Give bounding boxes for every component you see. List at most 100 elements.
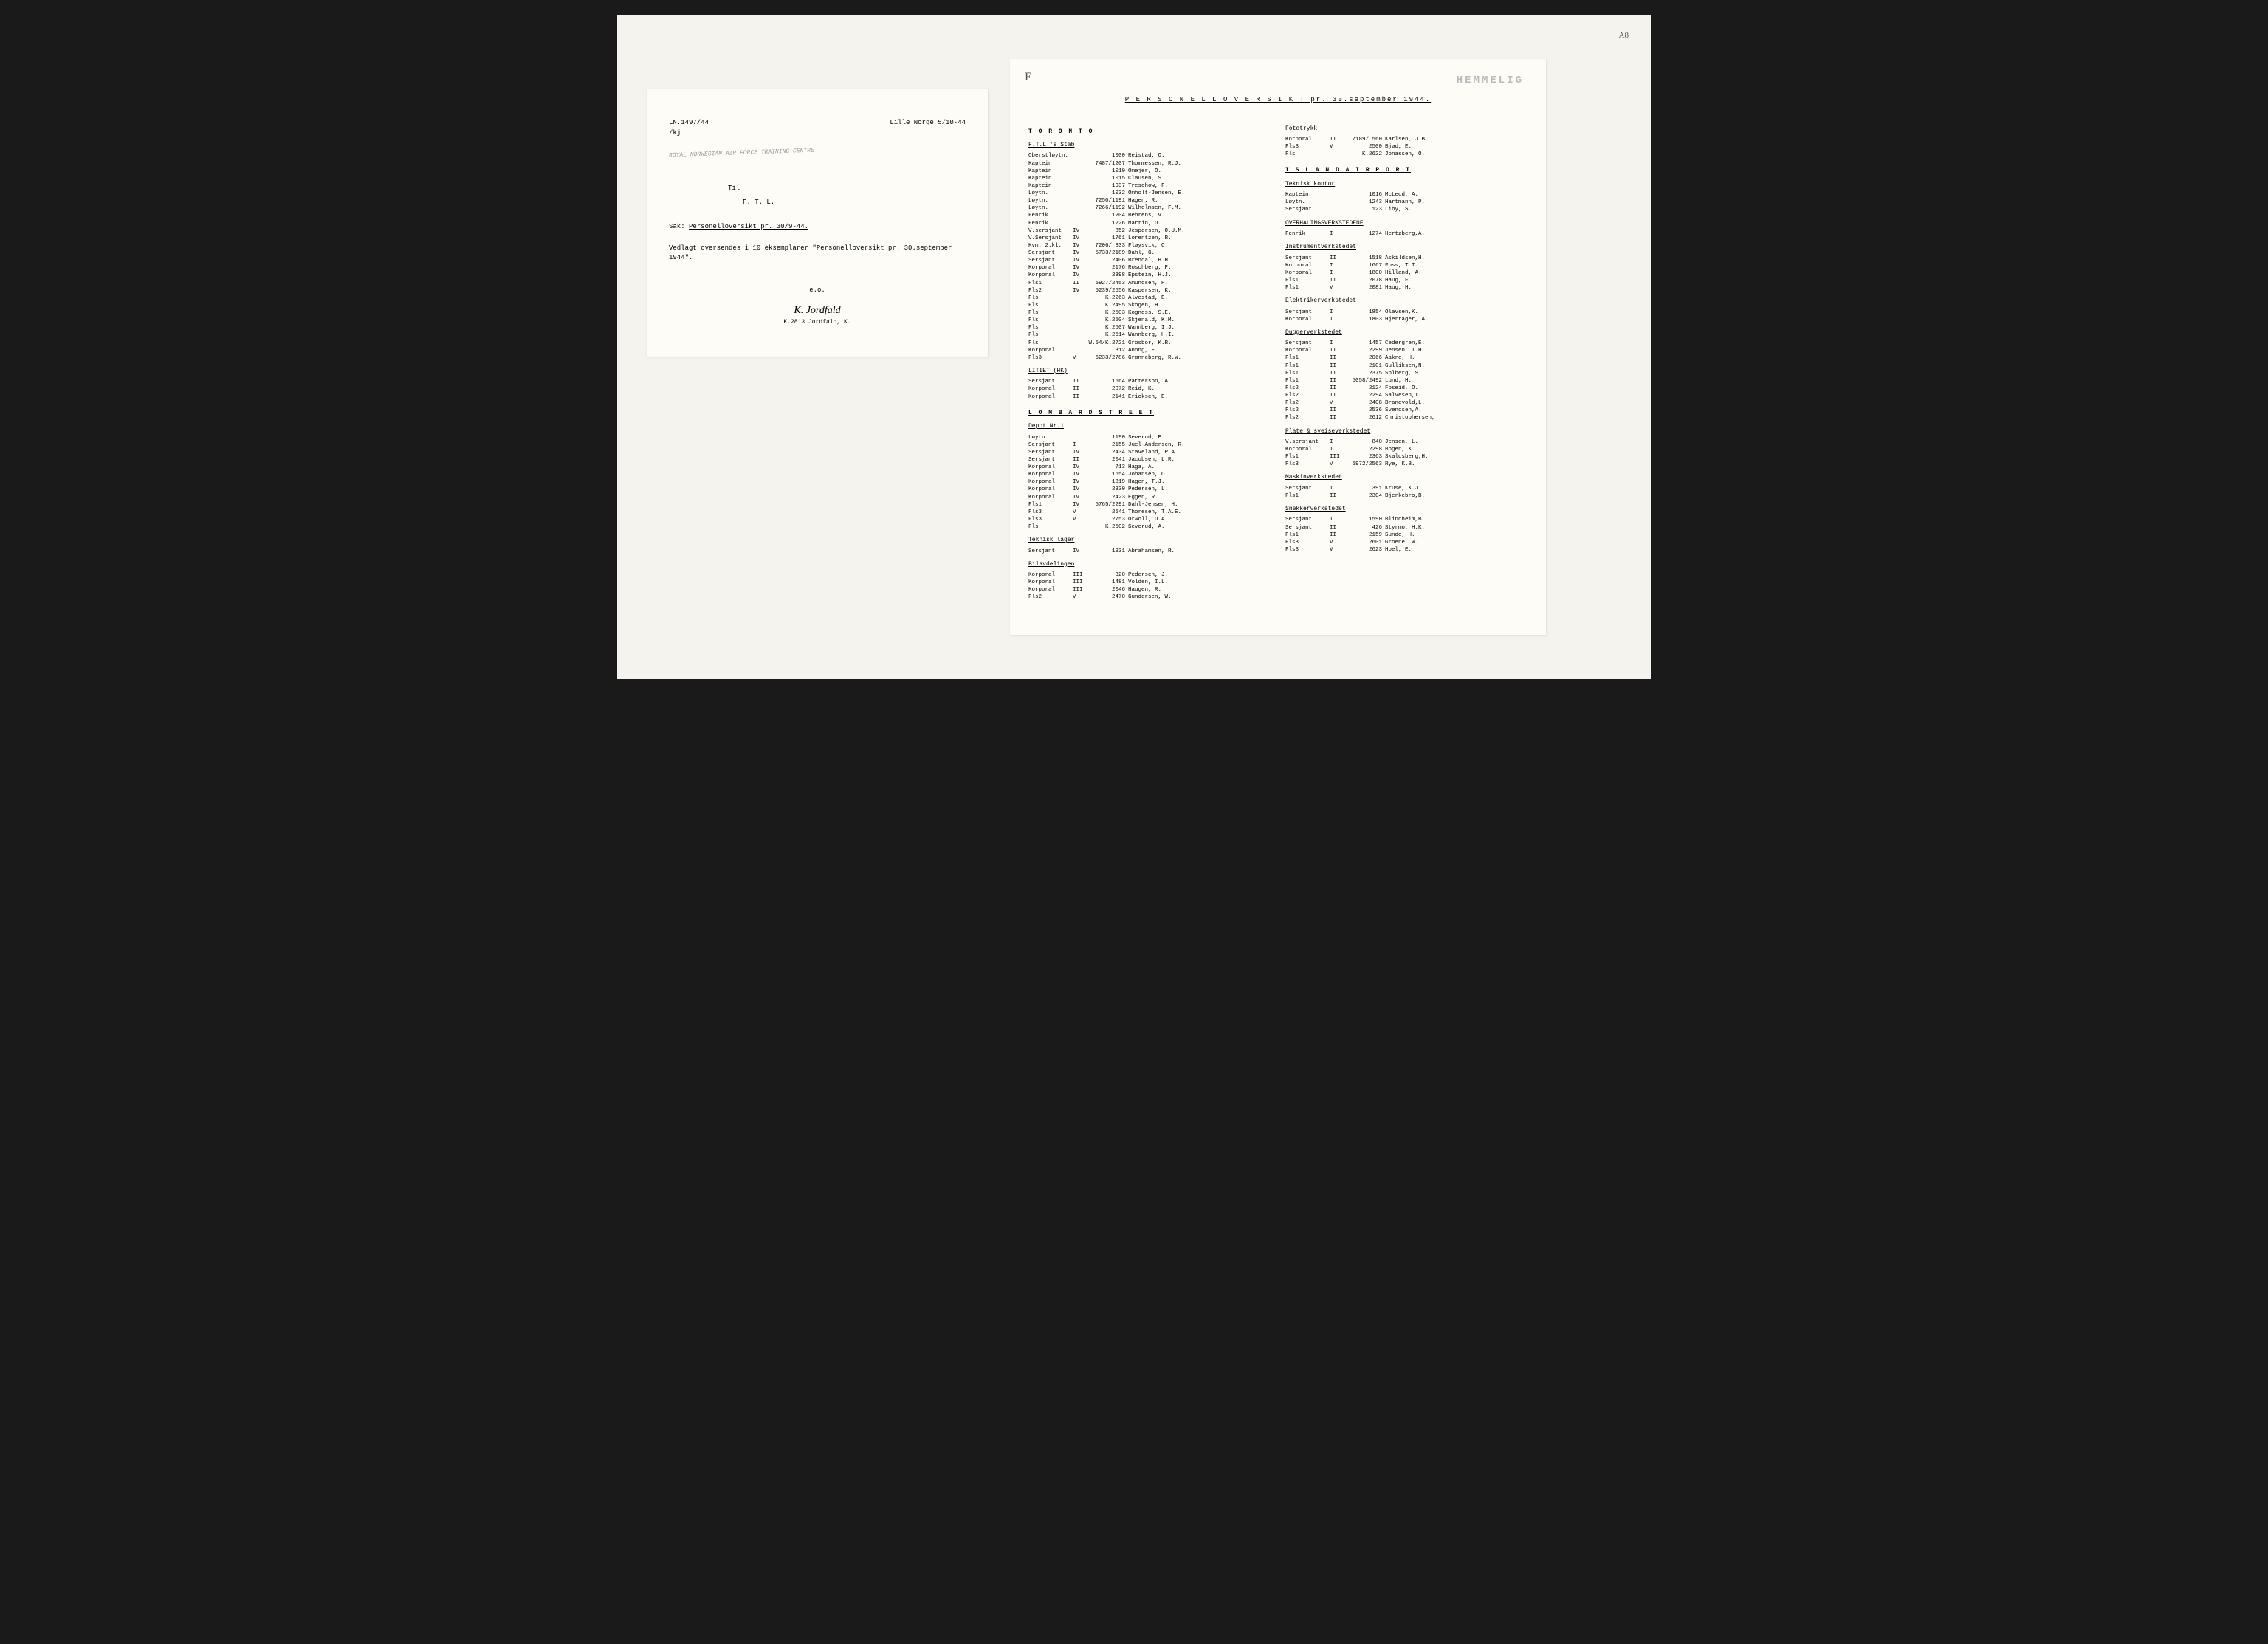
roster-row: FlsK.2503Kogness, S.E.: [1028, 309, 1271, 317]
roster-row: Fls3V2500Bjød, E.: [1285, 143, 1528, 151]
service-number: 1016: [1344, 191, 1385, 199]
service-number: 1667: [1344, 262, 1385, 269]
service-number: 2375: [1344, 370, 1385, 377]
rank: Kaptein: [1028, 168, 1073, 175]
sub-depot: Depot Nr.1: [1028, 423, 1271, 430]
scan-background: A8 LN.1497/44 /kj Lille Norge 5/10-44 RO…: [617, 15, 1651, 679]
rank: Fls2: [1285, 392, 1330, 399]
roster-bil: KorporalIII320Pedersen, J.KorporalIII148…: [1028, 571, 1271, 602]
grade: II: [1073, 378, 1087, 385]
roster-row: SersjantI2155Juel-Andersen, R.: [1028, 441, 1271, 449]
ref-number-2: /kj: [669, 128, 709, 139]
rank: Fls3: [1285, 461, 1330, 468]
rank: Fls: [1028, 309, 1073, 317]
grade: IV: [1073, 242, 1087, 250]
person-name: Jespersen, O.U.M.: [1128, 227, 1271, 235]
person-name: Brendal, H.H.: [1128, 257, 1271, 264]
ref-number: LN.1497/44: [669, 118, 709, 128]
person-name: Dahl, G.: [1128, 250, 1271, 257]
roster-row: Fls3V2753Orwoll, O.A.: [1028, 516, 1271, 523]
roster-row: Fls1III2363Skaldsberg,H.: [1285, 453, 1528, 461]
sub-instrument: Instrumentverkstedet: [1285, 244, 1528, 251]
person-name: Svendsen,A.: [1385, 407, 1528, 414]
service-number: 2124: [1344, 385, 1385, 392]
roster-row: SersjantIV2434Staveland, P.A.: [1028, 449, 1271, 456]
roster-row: KorporalI1803Hjertager, A.: [1285, 316, 1528, 323]
person-name: Grønneberg, R.W.: [1128, 354, 1271, 362]
service-number: 7250/1191: [1087, 197, 1128, 204]
service-number: 713: [1087, 464, 1128, 471]
rank: Fenrik: [1028, 212, 1073, 219]
person-name: Kruse, K.J.: [1385, 485, 1528, 492]
grade: V: [1330, 284, 1344, 292]
grade: [1073, 204, 1087, 212]
roster-row: FlsK.2502Severud, A.: [1028, 523, 1271, 531]
rank: Sersjant: [1285, 516, 1330, 523]
rank: Korporal: [1028, 494, 1073, 501]
roster-row: FenrikI1274Hertzberg,A.: [1285, 230, 1528, 238]
roster-stab: Oberstløytn.1000Reistad, O.Kaptein7487/1…: [1028, 152, 1271, 362]
service-number: 2541: [1087, 509, 1128, 516]
rank: Fls: [1028, 302, 1073, 309]
grade: II: [1330, 492, 1344, 500]
rank: Sersjant: [1028, 548, 1073, 555]
grade: [1073, 317, 1087, 324]
sak-line: Sak: Personelloversikt pr. 30/9-44.: [669, 222, 966, 233]
person-name: Behrens, V.: [1128, 212, 1271, 219]
rank: Sersjant: [1285, 255, 1330, 262]
person-name: Treschow, F.: [1128, 182, 1271, 190]
roster-row: Fls1II2101Gulliksen,N.: [1285, 362, 1528, 370]
roster-row: Fls1IV5765/2291Dahl-Jensen, H.: [1028, 501, 1271, 509]
person-name: McLeod, A.: [1385, 191, 1528, 199]
grade: [1330, 191, 1344, 199]
person-name: Kaspersen, K.: [1128, 287, 1271, 295]
person-name: Reistad, O.: [1128, 152, 1271, 159]
person-name: Hartmann, P.: [1385, 199, 1528, 206]
roster-row: Fenrik1204Behrens, V.: [1028, 212, 1271, 219]
grade: [1073, 175, 1087, 182]
sak-text: Personelloversikt pr. 30/9-44.: [689, 223, 808, 230]
grade: II: [1330, 532, 1344, 539]
service-number: 2434: [1087, 449, 1128, 456]
location-date: Lille Norge 5/10-44: [890, 118, 966, 138]
person-name: Liby, S.: [1385, 206, 1528, 213]
person-name: Cedergren,E.: [1385, 340, 1528, 347]
service-number: 1190: [1087, 434, 1128, 441]
person-name: Omholt-Jensen, E.: [1128, 190, 1271, 197]
service-number: 1518: [1344, 255, 1385, 262]
grade: IV: [1073, 227, 1087, 235]
service-number: 7189/ 560: [1344, 136, 1385, 143]
grade: II: [1330, 392, 1344, 399]
rank: Fls1: [1285, 453, 1330, 461]
sub-plate: Plate & sveiseverkstedet: [1285, 428, 1528, 436]
rank: Fls1: [1028, 501, 1073, 509]
person-name: Karlsen, J.B.: [1385, 136, 1528, 143]
grade: II: [1330, 354, 1344, 362]
signature-name: K.2813 Jordfald, K.: [669, 318, 966, 327]
service-number: 2101: [1344, 362, 1385, 370]
grade: V: [1330, 546, 1344, 554]
sub-elektriker: Elektrikerverkstedet: [1285, 297, 1528, 305]
person-name: Brandvold,L.: [1385, 399, 1528, 407]
person-name: Hjertager, A.: [1385, 316, 1528, 323]
service-number: 1226: [1087, 220, 1128, 227]
grade: V: [1330, 399, 1344, 407]
rank: Fls3: [1028, 509, 1073, 516]
grade: II: [1330, 136, 1344, 143]
service-number: 1243: [1344, 199, 1385, 206]
roster-row: SersjantII2041Jacobsen, L.R.: [1028, 456, 1271, 464]
roster-row: KorporalII7189/ 560Karlsen, J.B.: [1285, 136, 1528, 143]
eo-mark: e.o.: [669, 286, 966, 296]
rank: Korporal: [1285, 316, 1330, 323]
roster-row: V.SersjantIV1761Lorentzen, R.: [1028, 235, 1271, 242]
roster-row: Sersjant123Liby, S.: [1285, 206, 1528, 213]
service-number: 2299: [1344, 347, 1385, 354]
roster-row: SersjantI1457Cedergren,E.: [1285, 340, 1528, 347]
roster-row: Kaptein1010Omejer, O.: [1028, 168, 1271, 175]
grade: I: [1330, 269, 1344, 277]
handwritten-e: E: [1025, 70, 1032, 86]
rank: Fls1: [1285, 284, 1330, 292]
service-number: 2155: [1087, 441, 1128, 449]
roster-row: Fls1II2159Sunde, H.: [1285, 532, 1528, 539]
roster-row: SersjantI391Kruse, K.J.: [1285, 485, 1528, 492]
